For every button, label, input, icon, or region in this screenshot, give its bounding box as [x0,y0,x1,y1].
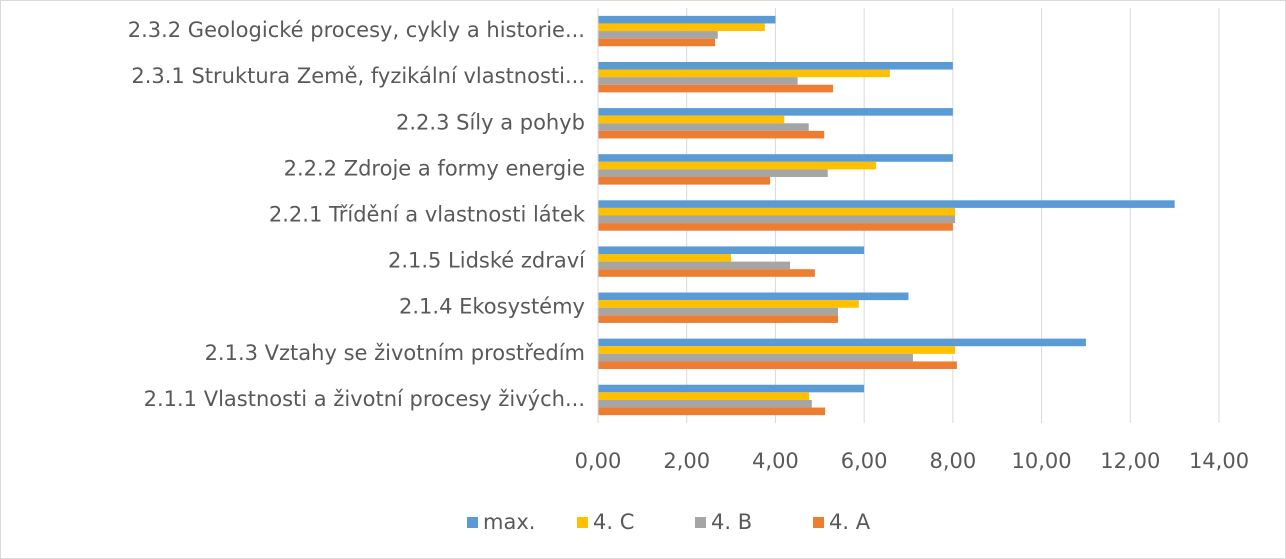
bar [598,315,838,323]
x-tick-label: 4,00 [752,449,799,473]
bar [598,161,877,170]
bar [598,154,953,162]
bar [598,384,865,393]
y-tick-label: 2.1.3 Vztahy se životním prostředím [205,341,585,365]
bar [598,246,865,255]
bar [598,399,812,408]
legend-label: 4. A [829,510,871,534]
bar [598,77,798,85]
bar [598,307,838,316]
bar [598,15,776,24]
x-tick-label: 8,00 [929,449,976,473]
bar [598,207,956,216]
x-tick-label: 14,00 [1189,449,1249,473]
bar [598,169,828,177]
legend-swatch [577,517,588,528]
y-tick-label: 2.3.1 Struktura Země, fyzikální vlastnos… [131,64,585,88]
x-tick-label: 10,00 [1012,449,1072,473]
x-tick-label: 2,00 [663,449,710,473]
bar [598,300,859,308]
x-tick-label: 12,00 [1100,449,1160,473]
y-tick-label: 2.1.1 Vlastnosti a životní procesy živýc… [144,387,585,411]
bar [598,261,791,270]
bar [598,130,825,139]
legend-label: 4. C [593,510,634,534]
bar [598,269,815,277]
y-tick-label: 2.2.2 Zdroje a formy energie [284,156,585,180]
legend-swatch [813,517,824,528]
bar [598,38,716,47]
legend-swatch [467,517,478,528]
bar [598,69,890,78]
x-tick-label: 6,00 [841,449,888,473]
bar [598,292,909,301]
bar [598,123,809,131]
y-tick-label: 2.2.3 Síly a pohyb [396,110,585,134]
bar [598,176,771,185]
bar [598,346,956,354]
bar [598,223,953,231]
y-tick-label: 2.1.4 Ekosystémy [399,295,585,319]
legend-label: max. [483,510,535,534]
legend-swatch [695,517,706,528]
bar [598,108,953,116]
bar [598,361,957,370]
legend-label: 4. B [711,510,752,534]
bar [598,392,810,400]
bar [598,23,765,32]
bar [598,115,785,124]
x-tick-label: 0,00 [575,449,622,473]
bar [598,254,732,262]
bar [598,215,956,224]
bar [598,61,953,70]
y-tick-label: 2.3.2 Geologické procesy, cykly a histor… [128,18,585,42]
bar [598,31,718,39]
bar [598,338,1086,347]
bar [598,407,826,416]
y-tick-label: 2.1.5 Lidské zdraví [388,249,586,273]
bar [598,84,834,93]
y-tick-label: 2.2.1 Třídění a vlastnosti látek [269,203,586,227]
bar [598,353,913,362]
bar [598,200,1175,208]
